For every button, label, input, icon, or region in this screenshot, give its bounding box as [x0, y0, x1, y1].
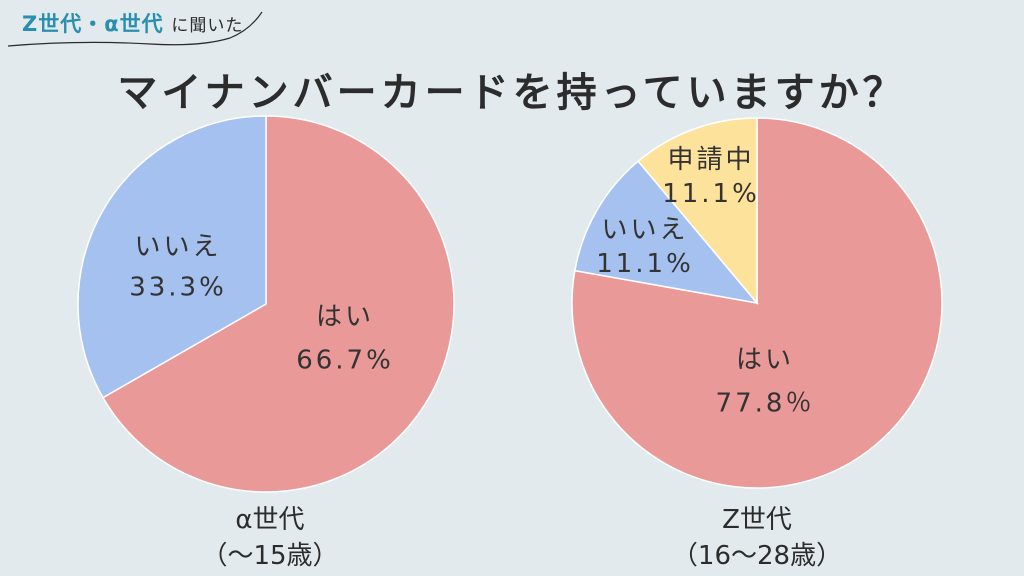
slice-value-label-1-2: 11.1%: [662, 179, 760, 209]
badge-highlight: Z世代・α世代: [22, 12, 164, 36]
group-name: α世代: [235, 505, 305, 535]
group-name: Z世代: [722, 505, 792, 535]
badge-underline: [7, 11, 263, 47]
slice-value-label-1-1: 11.1%: [596, 249, 694, 279]
group-label-alpha: α世代 （〜15歳）: [160, 502, 380, 574]
pie-slice-1-1: [573, 160, 759, 305]
slice-label-1-1: いいえ: [601, 215, 688, 245]
slice-value-label-0-0: 66.7%: [296, 345, 394, 375]
slice-label-1-2: 申請中: [667, 145, 754, 175]
slice-label-1-0: はい: [736, 345, 794, 375]
pie-slice-1-2: [637, 117, 758, 306]
group-range: （16〜28歳）: [671, 541, 843, 571]
page-title: マイナンバーカードを持っていますか？: [117, 70, 907, 116]
group-range: （〜15歳）: [201, 541, 339, 571]
group-label-z: Z世代 （16〜28歳）: [637, 502, 877, 574]
slice-label-0-0: はい: [316, 302, 374, 332]
slice-value-label-1-0: 77.8％: [716, 388, 815, 418]
slice-value-label-0-1: 33.3%: [129, 272, 227, 302]
pie-slice-0-1: [77, 115, 267, 399]
pie-slice-0-0: [101, 115, 455, 493]
survey-badge: Z世代・α世代 に聞いた: [22, 8, 243, 38]
slice-label-0-1: いいえ: [134, 232, 221, 262]
badge-rest: に聞いた: [171, 16, 244, 36]
pie-slice-1-0: [571, 117, 943, 489]
